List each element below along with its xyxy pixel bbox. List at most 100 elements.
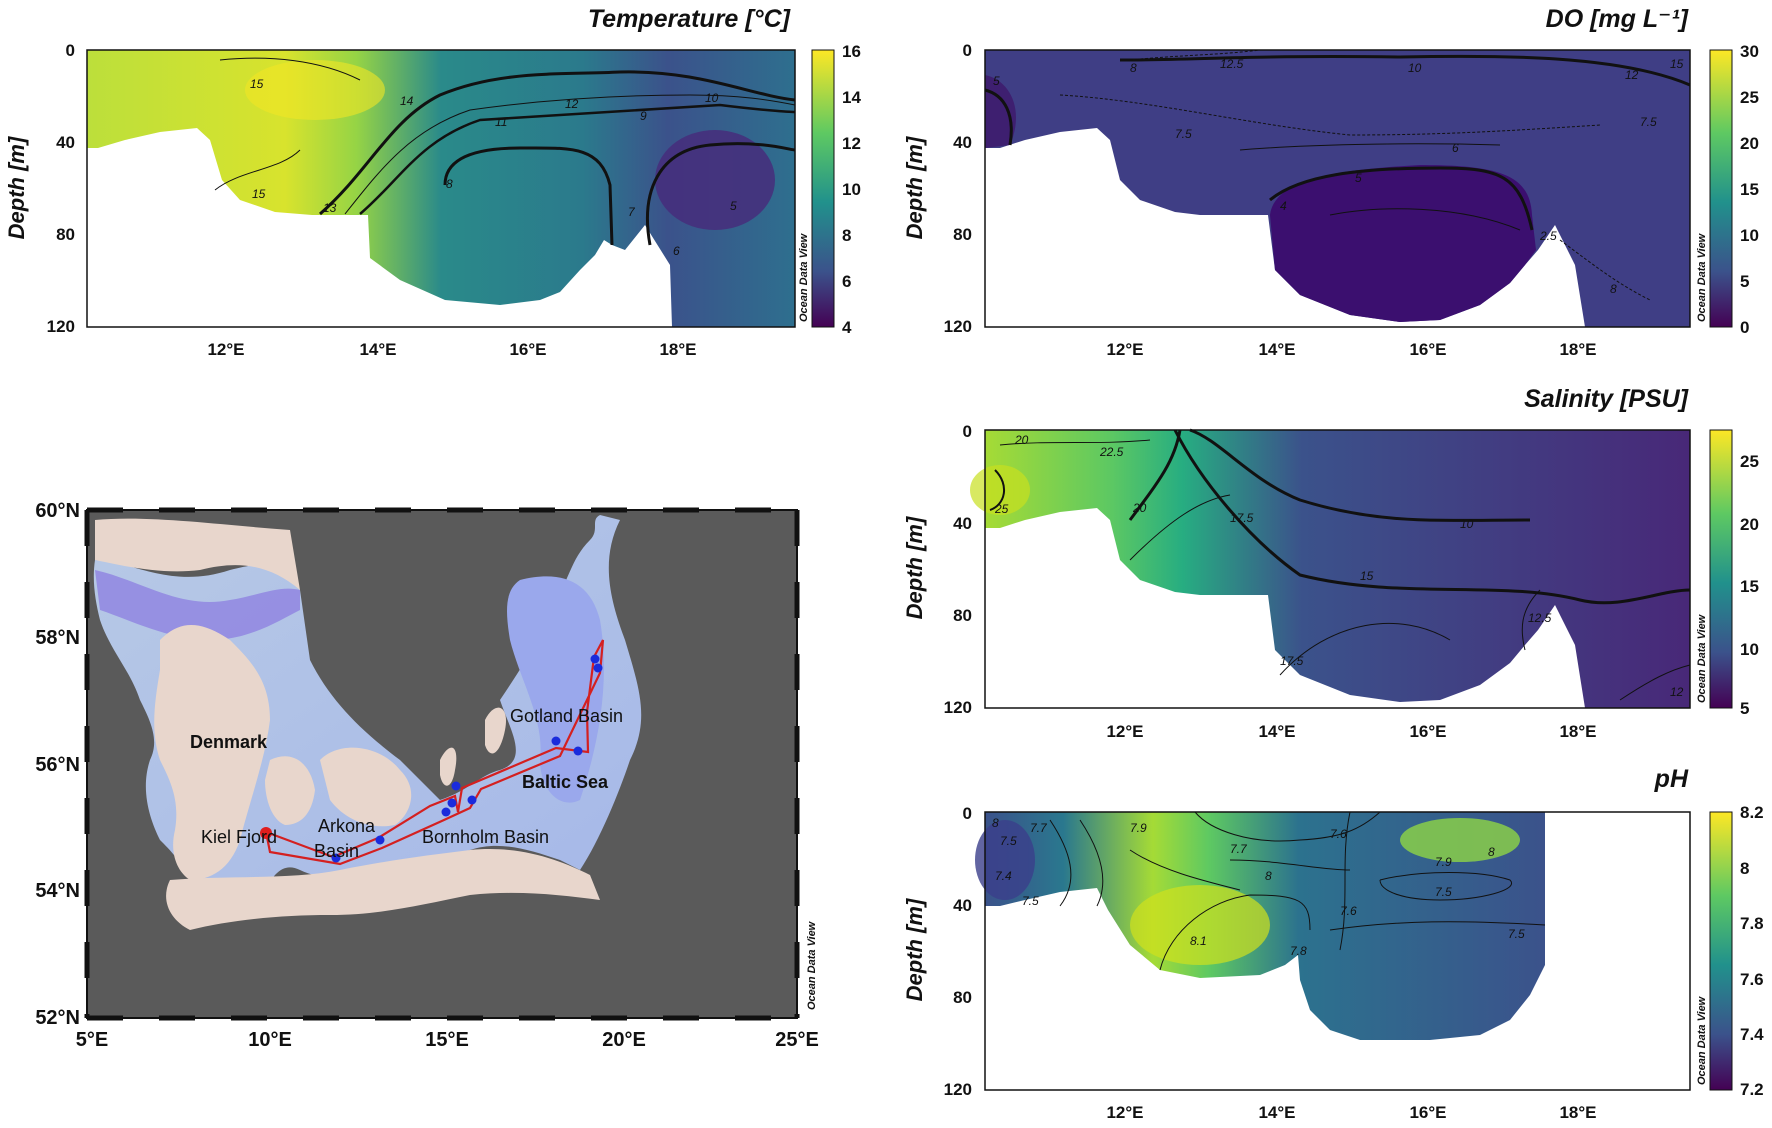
do-ylabel: Depth [m] [902,136,927,239]
svg-text:7.4: 7.4 [1740,1025,1764,1044]
map-oland-island [440,747,457,786]
svg-text:7: 7 [628,205,636,219]
svg-text:7.8: 7.8 [1740,914,1764,933]
svg-text:18°E: 18°E [1559,1103,1596,1122]
svg-text:120: 120 [47,317,75,336]
temperature-title: Temperature [°C] [588,5,792,33]
temperature-colorbar [811,49,835,328]
baltic-map: Denmark Kiel Fjord Arkona Basin Bornholm… [35,500,818,1051]
svg-text:0: 0 [66,41,75,60]
svg-text:7.2: 7.2 [1740,1080,1764,1099]
svg-text:11: 11 [495,115,507,129]
svg-text:18°E: 18°E [659,340,696,359]
map-frame-ticks-v [84,510,800,1018]
svg-text:16°E: 16°E [1409,1103,1446,1122]
svg-text:17.5: 17.5 [1230,511,1254,525]
sampling-stations [331,654,603,863]
ph-contour-labels: 8 7.7 7.5 7.4 7.5 7.9 7.7 7.6 8 8 7.9 7.… [992,816,1525,958]
svg-text:120: 120 [944,1080,972,1099]
svg-text:5: 5 [1355,171,1362,185]
svg-text:12°E: 12°E [207,340,244,359]
do-odv-watermark: Ocean Data View [1696,232,1708,322]
svg-text:7.4: 7.4 [995,869,1012,883]
temp-cold-core [655,130,775,230]
map-denmark [154,625,270,880]
svg-text:58°N: 58°N [35,627,80,649]
do-yticks: 0 40 80 120 [944,41,972,336]
svg-text:15: 15 [250,77,264,91]
map-norway-coast [95,518,300,590]
svg-text:15: 15 [1740,180,1759,199]
svg-text:12°E: 12°E [1106,1103,1143,1122]
svg-text:8.2: 8.2 [1740,803,1764,822]
svg-text:7.5: 7.5 [1435,885,1452,899]
salinity-panel: Salinity [PSU] 20 22.5 25 20 17.5 10 15 … [902,385,1759,741]
svg-text:12.5: 12.5 [1220,57,1244,71]
svg-text:15: 15 [1360,569,1374,583]
svg-text:13: 13 [323,201,337,215]
svg-text:20: 20 [1740,134,1759,153]
ph-high-core [1130,885,1270,965]
svg-text:Gotland Basin: Gotland Basin [510,706,623,726]
svg-text:Baltic Sea: Baltic Sea [522,772,609,792]
do-title: DO [mg L⁻¹] [1546,5,1690,33]
svg-text:18°E: 18°E [1559,340,1596,359]
svg-text:15°E: 15°E [425,1029,469,1051]
svg-text:40: 40 [953,896,972,915]
map-sweden-south [320,747,412,827]
svg-text:14°E: 14°E [1258,340,1295,359]
svg-text:6: 6 [1452,141,1459,155]
map-skagerrak [95,570,300,640]
ph-contours [1049,811,1546,971]
svg-text:7.5: 7.5 [1640,115,1657,129]
svg-text:10: 10 [1460,517,1474,531]
svg-text:12.5: 12.5 [1528,611,1552,625]
svg-text:25°E: 25°E [775,1029,819,1051]
svg-text:22.5: 22.5 [1099,445,1124,459]
svg-text:Arkona: Arkona [318,816,376,836]
svg-text:60°N: 60°N [35,500,80,522]
salinity-xticks: 12°E 14°E 16°E 18°E [1106,722,1596,741]
svg-text:4: 4 [1280,199,1287,213]
svg-text:7.9: 7.9 [1130,821,1147,835]
svg-text:7.5: 7.5 [1022,894,1039,908]
salinity-colorbar [1709,429,1733,709]
svg-text:6: 6 [673,244,680,258]
svg-text:0: 0 [1740,318,1749,337]
svg-text:80: 80 [953,225,972,244]
svg-text:25: 25 [994,502,1009,516]
ph-odv-watermark: Ocean Data View [1696,995,1708,1085]
ph-surface-high [1400,818,1520,862]
salinity-contours [989,428,1691,701]
svg-text:0: 0 [963,41,972,60]
svg-text:8: 8 [992,816,999,830]
salinity-colorbar-ticks: 25 20 15 10 5 [1740,452,1759,718]
svg-text:16°E: 16°E [1409,722,1446,741]
ph-xticks: 12°E 14°E 16°E 18°E [1106,1103,1596,1122]
svg-text:12°E: 12°E [1106,722,1143,741]
kiel-fjord-marker [260,827,272,839]
svg-text:16: 16 [842,42,861,61]
temperature-ylabel: Depth [m] [4,136,29,239]
svg-text:120: 120 [944,317,972,336]
svg-text:15: 15 [1670,57,1684,71]
svg-text:7.7: 7.7 [1030,821,1048,835]
svg-text:5: 5 [730,199,737,213]
svg-text:7.5: 7.5 [1508,927,1525,941]
svg-text:10: 10 [842,180,861,199]
svg-text:18°E: 18°E [1559,722,1596,741]
svg-text:5: 5 [993,74,1000,88]
svg-text:Kiel Fjord: Kiel Fjord [201,827,277,847]
temperature-yticks: 0 40 80 120 [47,41,75,336]
salinity-ylabel: Depth [m] [902,516,927,619]
svg-text:20: 20 [1740,515,1759,534]
svg-text:40: 40 [953,133,972,152]
salinity-odv-watermark: Ocean Data View [1696,613,1708,703]
svg-text:12: 12 [565,97,579,111]
svg-text:52°N: 52°N [35,1007,80,1029]
svg-text:56°N: 56°N [35,754,80,776]
svg-text:9: 9 [640,109,647,123]
do-frame [984,49,1691,328]
ph-colorbar-ticks: 8.2 8 7.8 7.6 7.4 7.2 [1740,803,1764,1099]
do-panel: DO [mg L⁻¹] 5 12.5 8 10 7.5 6 5 4 2.5 8 … [902,5,1759,359]
